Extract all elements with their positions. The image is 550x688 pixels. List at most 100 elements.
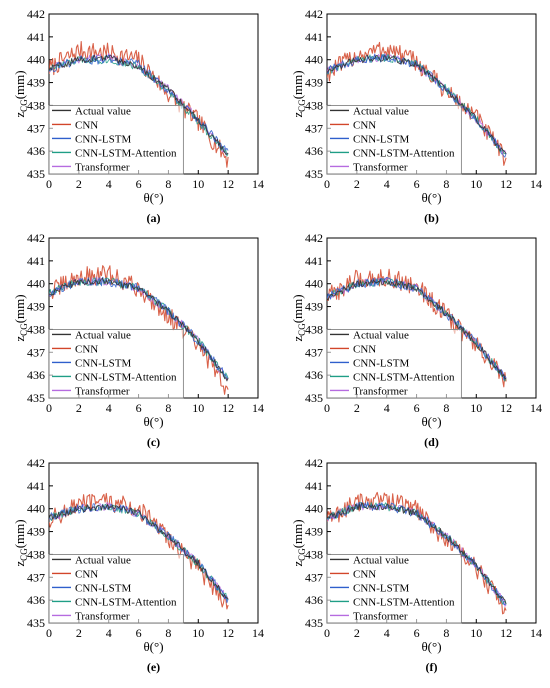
legend-label-actual-value: Actual value <box>353 329 409 341</box>
series-line-cnn <box>327 491 507 615</box>
y-tick-label: 439 <box>27 525 45 539</box>
x-tick-label: 6 <box>414 177 420 191</box>
x-tick-label: 10 <box>192 401 204 415</box>
legend-box <box>326 329 462 399</box>
x-tick-label: 8 <box>443 626 449 640</box>
x-tick-label: 6 <box>414 401 420 415</box>
legend-label-cnn: CNN <box>353 568 376 580</box>
y-tick-label: 436 <box>305 368 323 382</box>
x-tick-label: 10 <box>470 177 482 191</box>
y-axis-label-main: z <box>12 112 27 118</box>
y-tick-label: 440 <box>27 53 45 67</box>
x-axis-label: θ(°) <box>421 639 441 654</box>
legend-box <box>326 554 462 624</box>
y-axis-label: zCG(mm) <box>290 519 307 566</box>
y-axis-label-sub: CG <box>19 548 29 561</box>
chart-panel-2: 0 2 4 6 8 10 12 14 435 436 437 438 439 440 441 442 θ(°) z… <box>12 231 264 449</box>
y-axis-label: zCG(mm) <box>12 519 29 566</box>
series-line-actual-value <box>327 279 507 380</box>
panel-label: (c) <box>147 435 160 449</box>
x-tick-label: 4 <box>106 626 112 640</box>
x-tick-label: 12 <box>222 626 234 640</box>
x-tick-label: 2 <box>76 401 82 415</box>
legend-label-cnn: CNN <box>75 343 98 355</box>
y-axis-label-unit: (mm) <box>12 70 27 99</box>
x-tick-label: 10 <box>470 401 482 415</box>
y-tick-label: 435 <box>27 616 45 630</box>
series-line-transformer <box>327 53 507 155</box>
legend-label-transformer: Transformer <box>75 385 130 397</box>
y-tick-label: 439 <box>305 300 323 314</box>
y-axis-label: zCG(mm) <box>290 70 307 117</box>
x-tick-label: 4 <box>106 401 112 415</box>
chart-panel-1: 0 2 4 6 8 10 12 14 435 436 437 438 439 440 441 442 θ(°) z… <box>290 7 542 225</box>
legend-box <box>48 554 184 624</box>
x-tick-label: 0 <box>324 401 330 415</box>
legend-label-actual-value: Actual value <box>75 329 131 341</box>
y-axis-label-unit: (mm) <box>12 519 27 548</box>
y-axis-label: zCG(mm) <box>290 294 307 341</box>
series-group <box>49 492 229 610</box>
y-tick-label: 437 <box>305 345 323 359</box>
series-line-actual-value <box>327 502 507 605</box>
y-axis-label: zCG(mm) <box>12 294 29 341</box>
y-axis-label-main: z <box>290 561 305 567</box>
y-tick-label: 441 <box>27 479 45 493</box>
y-tick-label: 442 <box>27 7 45 21</box>
x-tick-label: 2 <box>76 177 82 191</box>
x-tick-label: 12 <box>222 177 234 191</box>
x-tick-label: 4 <box>384 401 390 415</box>
legend-box <box>48 329 184 399</box>
x-tick-label: 0 <box>46 626 52 640</box>
legend-label-cnn-lstm-attention: CNN-LSTM-Attention <box>353 147 455 159</box>
legend-label-cnn-lstm-attention: CNN-LSTM-Attention <box>353 596 455 608</box>
x-tick-label: 4 <box>384 626 390 640</box>
x-tick-label: 14 <box>252 626 264 640</box>
y-tick-label: 442 <box>305 456 323 470</box>
x-tick-label: 8 <box>165 626 171 640</box>
x-axis-label: θ(°) <box>143 639 163 654</box>
x-tick-label: 2 <box>354 177 360 191</box>
series-line-transformer <box>49 277 229 381</box>
y-axis-label-unit: (mm) <box>12 294 27 323</box>
y-tick-label: 437 <box>27 121 45 135</box>
x-tick-label: 10 <box>470 626 482 640</box>
y-tick-label: 436 <box>27 368 45 382</box>
y-tick-label: 436 <box>27 593 45 607</box>
legend-label-cnn-lstm-attention: CNN-LSTM-Attention <box>353 371 455 383</box>
y-tick-label: 437 <box>305 121 323 135</box>
series-line-actual-value <box>49 277 229 382</box>
y-axis-label-main: z <box>12 336 27 342</box>
y-axis-label-sub: CG <box>297 99 307 112</box>
legend-label-cnn-lstm: CNN-LSTM <box>353 582 409 594</box>
legend-label-cnn: CNN <box>75 119 98 131</box>
y-axis-label-sub: CG <box>297 323 307 336</box>
y-tick-label: 441 <box>305 254 323 268</box>
series-line-cnn <box>49 492 229 610</box>
legend-label-cnn: CNN <box>75 568 98 580</box>
y-tick-label: 438 <box>27 322 45 336</box>
x-tick-label: 14 <box>530 401 542 415</box>
panel-label: (e) <box>147 660 160 674</box>
x-tick-label: 8 <box>443 177 449 191</box>
x-tick-label: 12 <box>500 626 512 640</box>
y-axis-label-main: z <box>12 561 27 567</box>
legend-label-cnn-lstm: CNN-LSTM <box>75 582 131 594</box>
legend-label-transformer: Transformer <box>353 385 408 397</box>
series-line-cnn-lstm-attention <box>49 277 229 380</box>
series-group <box>49 40 229 168</box>
series-group <box>327 491 507 615</box>
y-tick-label: 441 <box>27 30 45 44</box>
x-tick-label: 12 <box>222 401 234 415</box>
x-tick-label: 2 <box>354 401 360 415</box>
x-tick-label: 4 <box>384 177 390 191</box>
y-tick-label: 442 <box>27 456 45 470</box>
y-axis-label: zCG(mm) <box>12 70 29 117</box>
series-line-actual-value <box>49 504 229 600</box>
x-tick-label: 8 <box>443 401 449 415</box>
y-tick-label: 438 <box>305 322 323 336</box>
legend-label-cnn-lstm-attention: CNN-LSTM-Attention <box>75 147 177 159</box>
legend-label-transformer: Transformer <box>353 161 408 173</box>
legend-box <box>48 105 184 175</box>
y-tick-label: 440 <box>27 502 45 516</box>
